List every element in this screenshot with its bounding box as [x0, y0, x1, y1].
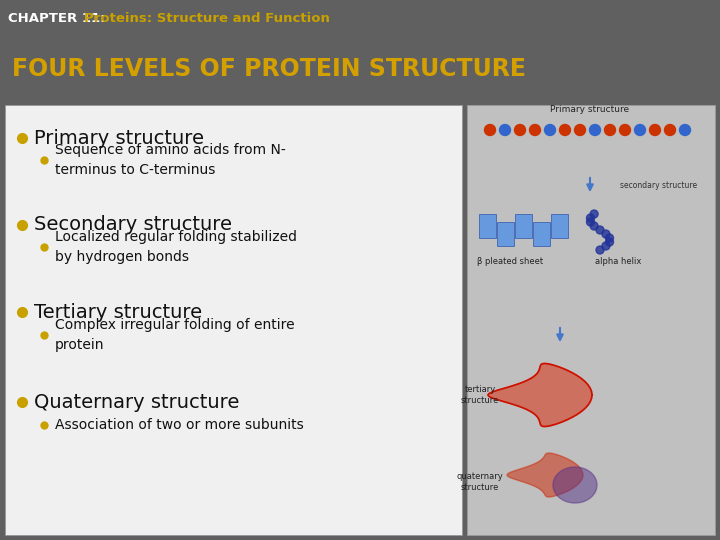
Text: β pleated sheet: β pleated sheet [477, 258, 543, 267]
Text: Complex irregular folding of entire
protein: Complex irregular folding of entire prot… [55, 318, 294, 352]
Polygon shape [507, 453, 583, 497]
Circle shape [587, 218, 595, 226]
Text: Quaternary structure: Quaternary structure [34, 393, 239, 411]
Circle shape [606, 234, 613, 242]
Circle shape [575, 125, 585, 136]
Circle shape [605, 125, 616, 136]
FancyBboxPatch shape [497, 222, 514, 246]
FancyBboxPatch shape [515, 214, 532, 238]
Text: Localized regular folding stabilized
by hydrogen bonds: Localized regular folding stabilized by … [55, 230, 297, 264]
Circle shape [602, 242, 610, 250]
Text: FOUR LEVELS OF PROTEIN STRUCTURE: FOUR LEVELS OF PROTEIN STRUCTURE [12, 57, 526, 81]
FancyBboxPatch shape [467, 105, 715, 535]
Circle shape [590, 210, 598, 218]
Text: Primary structure: Primary structure [550, 105, 629, 114]
Text: Proteins: Structure and Function: Proteins: Structure and Function [84, 12, 330, 25]
Circle shape [596, 226, 604, 234]
FancyBboxPatch shape [5, 105, 462, 535]
FancyBboxPatch shape [551, 214, 568, 238]
Circle shape [649, 125, 660, 136]
Circle shape [485, 125, 495, 136]
Circle shape [606, 238, 613, 246]
Text: Sequence of amino acids from N-
terminus to C-terminus: Sequence of amino acids from N- terminus… [55, 143, 286, 177]
Circle shape [680, 125, 690, 136]
Circle shape [500, 125, 510, 136]
Circle shape [559, 125, 570, 136]
Circle shape [544, 125, 556, 136]
Text: tertiary
structure: tertiary structure [461, 386, 499, 404]
Text: Association of two or more subunits: Association of two or more subunits [55, 418, 304, 432]
Text: quaternary
structure: quaternary structure [456, 472, 503, 492]
Text: alpha helix: alpha helix [595, 258, 642, 267]
Text: Tertiary structure: Tertiary structure [34, 302, 202, 321]
Polygon shape [488, 363, 592, 427]
Circle shape [602, 230, 610, 238]
Circle shape [529, 125, 541, 136]
Circle shape [634, 125, 646, 136]
FancyBboxPatch shape [533, 222, 550, 246]
Text: Primary structure: Primary structure [34, 129, 204, 147]
Circle shape [590, 125, 600, 136]
Circle shape [619, 125, 631, 136]
Circle shape [590, 222, 598, 230]
Circle shape [515, 125, 526, 136]
Polygon shape [553, 467, 597, 503]
Circle shape [587, 214, 595, 222]
FancyBboxPatch shape [479, 214, 496, 238]
Circle shape [596, 246, 604, 254]
Text: secondary structure: secondary structure [620, 180, 697, 190]
Text: Secondary structure: Secondary structure [34, 215, 232, 234]
Text: CHAPTER 11:: CHAPTER 11: [8, 12, 106, 25]
Circle shape [665, 125, 675, 136]
